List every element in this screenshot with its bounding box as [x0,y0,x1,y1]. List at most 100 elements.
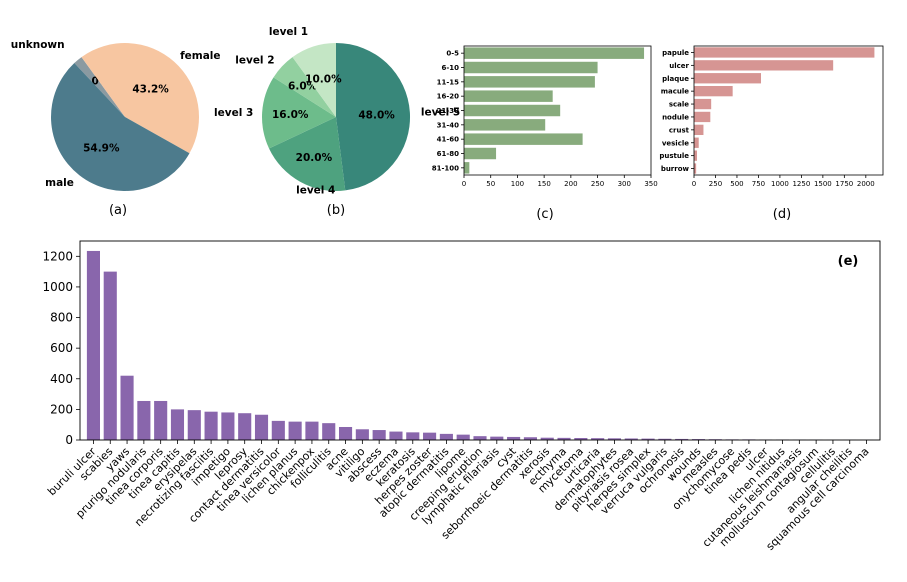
bar-erysipelas [187,410,201,440]
pie-slice-unknown [74,57,125,117]
pie-slice-level-1 [292,43,336,117]
bar-dermatophytes [607,438,622,440]
slice-label-female: female [180,50,220,62]
y-tick-label-31-40: 31-40 [437,121,460,129]
y-tick-label-6-10: 6-10 [441,64,459,72]
axes-frame [463,45,652,176]
y-tick-label-macule: macule [661,88,690,96]
y-tick-label: 0 [65,433,73,447]
bar-lymphatic-filariasis [490,436,504,440]
pct-label-male: 54.9% [83,142,120,154]
pct-label-level-1: 10.0% [305,73,342,85]
pct-label-level-3: 16.0% [272,109,309,121]
x-tick-label: 250 [709,180,722,188]
panel-label-a: (a) [109,203,127,218]
slice-label-level-4: level 4 [296,185,335,197]
y-tick-label-papule: papule [662,49,689,57]
bar-ochronosis [675,438,689,440]
y-tick-label-crust: crust [669,126,690,134]
bar-urticaria [591,438,605,440]
y-tick-label: 800 [50,311,73,325]
bar-tinea-versicolor [271,420,285,440]
bar-buruli-ulcer [86,250,100,440]
y-tick-label: 1200 [42,249,73,263]
bar-0-5 [464,47,645,59]
axes-frame [79,240,881,441]
axes-frame [693,45,884,176]
bar-wounds [691,439,706,440]
bar-crust [694,124,704,136]
pie-slice-level-3 [261,77,336,149]
y-tick-label-vesicle: vesicle [662,139,689,147]
bar-contact-dermatitis [254,414,269,440]
bar-burrow [694,163,697,174]
bar-impetigo [221,412,235,440]
bar-ulcer [694,60,834,71]
bar-mycetoma [574,438,588,440]
x-tick-label: 750 [752,180,765,188]
bar-yaws [120,375,134,440]
slice-label-level-2: level 2 [235,54,274,66]
pct-label-level-2: 6.0% [288,81,318,93]
x-tick-label: 0 [462,180,466,188]
x-tick-label: 1750 [835,180,853,188]
bar-nodule [694,111,711,123]
x-tick-label: 1500 [814,180,832,188]
bar-lichen-planus [288,421,302,440]
bar-21-30 [464,104,561,117]
bar-plaque [694,73,762,84]
bar-necrotizing-fasciitis [204,411,218,440]
pie-slice-level-4 [269,117,346,192]
bar-chart-lesions: papule ulcer plaque macule scale nodule crust v… [659,45,884,188]
bar-atopic-dermatitis [439,433,453,440]
x-tick-label: 2000 [857,180,875,188]
bar-creeping-eruption [473,436,487,440]
slice-label-unknown: unknown [11,39,65,51]
y-tick-label-0-5: 0-5 [446,50,459,58]
bar-macule [694,85,733,97]
bar-scabies [103,271,117,440]
x-tick-label: 1000 [771,180,789,188]
slice-label-level-3: level 3 [214,107,253,119]
pct-label-level-5: 48.0% [358,109,395,121]
bar-16-20 [464,90,553,102]
x-tick-label: 350 [644,180,657,188]
pie-chart-levels: 48.0% level 5 20.0% level 4 16.0% level 3 6.0%… [214,26,460,197]
bar-folliculitis [322,423,336,440]
x-tick-label: 150 [537,180,550,188]
y-tick-label: 600 [50,341,73,355]
bar-ecthyma [557,437,571,440]
bar-11-15 [464,76,595,88]
bar-herpes-simplex [641,438,655,440]
bar-6-10 [464,61,598,74]
bar-cyst [507,436,521,440]
bar-seborrhoeic-dermatitis [523,437,537,440]
x-tick-label: 500 [730,180,743,188]
bar-vesicle [694,137,699,148]
pie-slice-level-2 [273,57,336,117]
slice-label-level-1: level 1 [269,26,308,38]
bar-eczema [389,431,403,440]
bar-scale [694,98,712,110]
x-tick-label: 200 [564,180,577,188]
y-tick-label-nodule: nodule [662,113,689,121]
y-tick-label: 200 [50,402,73,416]
bar-pityriasis-rosea [624,438,638,440]
bar-81-100 [464,162,470,174]
x-tick-label: 50 [486,180,495,188]
bar-abscess [372,430,386,440]
pct-label-level-4: 20.0% [296,152,333,164]
bar-tinea-capitis [170,409,185,440]
panel-label-e: (e) [838,254,859,269]
bar-chart-age: 0-5 6-10 11-15 16-20 21-30 31-40 41-60 61-80 81-… [432,45,658,188]
bar-pustule [694,150,698,161]
bar-lipome [456,434,470,440]
pie-slice-female [81,43,200,154]
panel-label-c: (c) [536,207,553,222]
y-tick-label-plaque: plaque [662,75,689,83]
y-tick-label-16-20: 16-20 [437,93,460,101]
bar-vitiligo [355,429,369,440]
